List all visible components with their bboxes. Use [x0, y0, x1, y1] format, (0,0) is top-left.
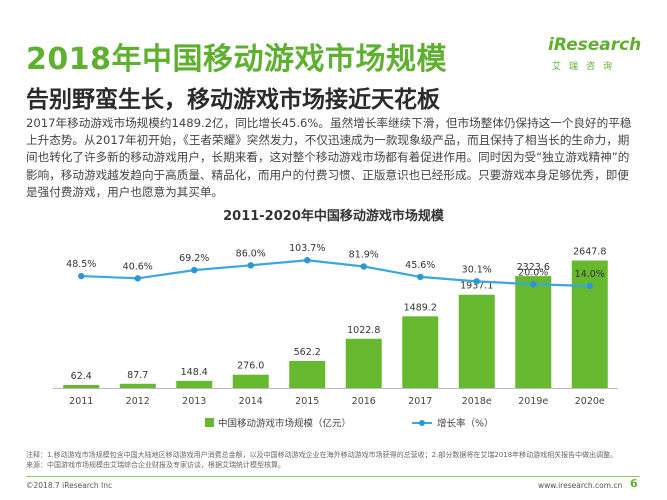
- growth-point: [530, 281, 537, 288]
- footnote-source: 来源：中国游戏市场规模由艾瑞综合企业财报及专家访谈，根据艾瑞统计模型核算。: [26, 461, 285, 469]
- bar-data-label: 2323.6: [517, 262, 550, 273]
- bar: [289, 360, 326, 388]
- footer-copyright: ©2018.7 iResearch Inc: [26, 481, 113, 490]
- footer-url[interactable]: www.iresearch.com.cn: [538, 481, 623, 490]
- growth-point: [473, 278, 480, 285]
- bar: [119, 383, 156, 388]
- x-tick-label: 2011: [69, 396, 93, 407]
- growth-point: [78, 272, 85, 280]
- growth-line: [81, 259, 590, 288]
- bar: [176, 380, 213, 388]
- growth-data-label: 48.5%: [66, 259, 96, 270]
- bar-data-label: 62.4: [71, 371, 92, 382]
- legend-line-marker: [419, 420, 425, 426]
- growth-data-label: 81.9%: [349, 249, 379, 260]
- bar: [345, 338, 382, 388]
- growth-data-label: 45.6%: [405, 260, 435, 271]
- growth-point: [134, 275, 141, 282]
- iresearch-logo: iResearch 艾瑞咨询: [548, 33, 641, 77]
- growth-data-label: 69.2%: [179, 253, 209, 264]
- growth-data-label: 30.1%: [462, 264, 492, 275]
- bar: [232, 374, 269, 388]
- x-tick-label: 2014: [239, 396, 263, 407]
- legend-bar-label: 中国移动游戏市场规模（亿元）: [218, 418, 351, 430]
- x-tick-label: 2018e: [462, 396, 492, 407]
- page-title: 2018年中国移动游戏市场规模: [26, 42, 447, 77]
- bar-data-label: 562.2: [294, 347, 321, 358]
- growth-data-label: 40.6%: [123, 261, 153, 272]
- growth-point: [586, 282, 593, 290]
- bar-data-label: 1489.2: [404, 302, 437, 313]
- legend-line-label: 增长率（%）: [437, 418, 494, 430]
- growth-point: [360, 263, 367, 270]
- x-tick-label: 2016: [352, 396, 376, 407]
- footer-divider: [26, 476, 640, 477]
- x-tick-label: 2013: [182, 396, 206, 407]
- bar-data-label: 1022.8: [347, 325, 380, 336]
- bar: [515, 276, 552, 388]
- bar: [402, 316, 439, 388]
- chart-title: 2011-2020年中国移动游戏市场规模: [223, 209, 444, 224]
- logo-wordmark: iResearch: [548, 35, 642, 55]
- growth-point: [191, 266, 198, 274]
- growth-point: [417, 273, 424, 281]
- bar-data-label: 87.7: [127, 370, 148, 381]
- footnote-note: 注释：1.移动游戏市场规模包含中国大陆地区移动游戏用户消费总金额，以及中国移动游…: [26, 451, 618, 459]
- x-tick-label: 2020e: [575, 396, 605, 407]
- growth-data-label: 14.0%: [575, 269, 605, 280]
- bar: [458, 294, 495, 388]
- bar-data-label: 148.4: [181, 367, 208, 378]
- bar-data-label: 2647.8: [573, 247, 606, 258]
- growth-data-label: 103.7%: [289, 243, 325, 254]
- bar: [63, 384, 100, 388]
- x-tick-label: 2017: [408, 396, 432, 407]
- logo-chinese-name: 艾瑞咨询: [552, 62, 621, 72]
- bar-data-label: 1937.1: [460, 281, 493, 292]
- page-subtitle: 告别野蛮生长，移动游戏市场接近天花板: [26, 87, 440, 113]
- bar-data-label: 276.0: [237, 361, 264, 372]
- footnotes: 注释：1.移动游戏市场规模包含中国大陆地区移动游戏用户消费总金额，以及中国移动游…: [26, 450, 638, 470]
- growth-point: [247, 262, 254, 269]
- page-number: 6: [630, 477, 638, 490]
- growth-point: [304, 257, 311, 264]
- legend-bar-swatch: [205, 418, 214, 427]
- bar: [571, 260, 608, 388]
- growth-data-label: 20.0%: [518, 267, 548, 278]
- growth-data-label: 86.0%: [236, 248, 266, 259]
- body-paragraph: 2017年移动游戏市场规模约1489.2亿，同比增长45.6%。虽然增长率继续下…: [26, 116, 632, 199]
- x-tick-label: 2019e: [518, 396, 548, 407]
- x-tick-label: 2012: [126, 396, 150, 407]
- x-tick-label: 2015: [295, 396, 319, 407]
